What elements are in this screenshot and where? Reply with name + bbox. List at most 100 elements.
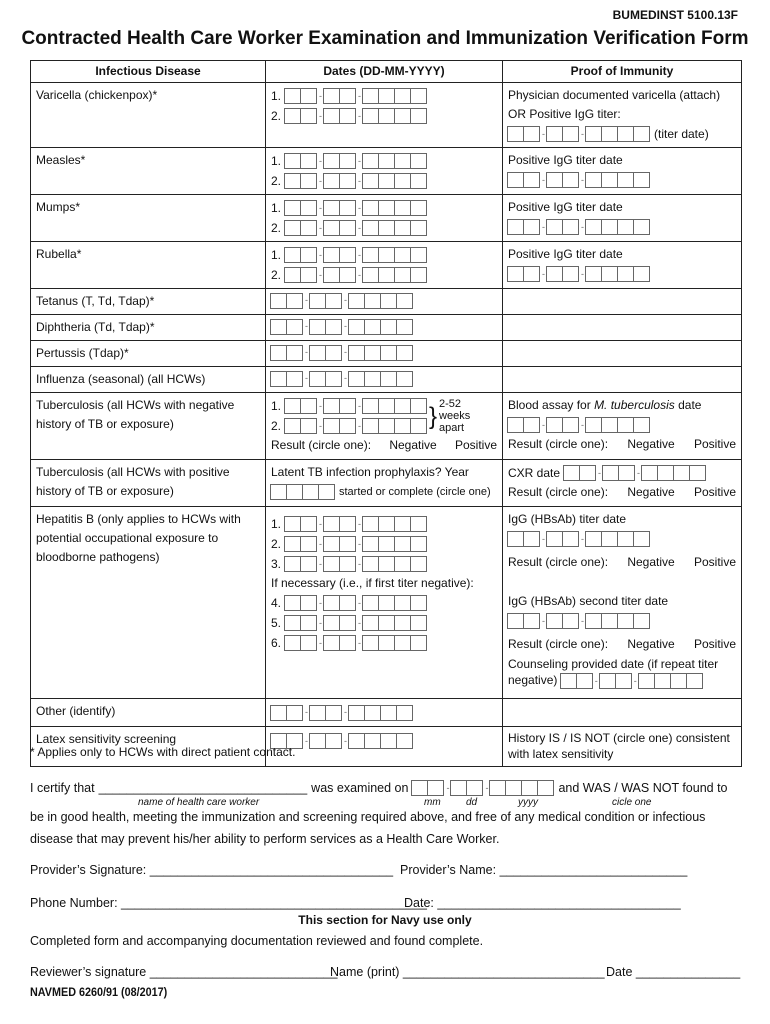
date-input[interactable]: --	[270, 732, 413, 751]
digit-box[interactable]	[523, 126, 540, 142]
digit-box[interactable]	[633, 613, 650, 629]
digit-box[interactable]	[323, 595, 341, 611]
digit-box[interactable]	[270, 704, 287, 721]
digit-box[interactable]	[507, 219, 524, 235]
digit-box[interactable]	[633, 531, 650, 547]
digit-box[interactable]	[378, 88, 396, 104]
digit-box[interactable]	[309, 292, 326, 309]
digit-box[interactable]	[339, 615, 357, 631]
year-input[interactable]	[270, 484, 335, 500]
digit-box[interactable]	[339, 200, 357, 216]
date-input[interactable]: --	[507, 125, 650, 144]
digit-box[interactable]	[410, 200, 428, 216]
digit-box[interactable]	[362, 595, 380, 611]
digit-box[interactable]	[380, 344, 397, 361]
digit-box[interactable]	[378, 398, 396, 414]
date-input[interactable]: --	[284, 87, 428, 106]
digit-box[interactable]	[617, 172, 634, 188]
digit-box[interactable]	[394, 615, 412, 631]
date-input[interactable]: --	[284, 594, 428, 613]
digit-box[interactable]	[394, 247, 412, 263]
digit-box[interactable]	[339, 247, 357, 263]
result-positive[interactable]: Positive	[693, 437, 736, 451]
digit-box[interactable]	[562, 172, 579, 188]
date-input[interactable]: --	[559, 672, 703, 689]
digit-box[interactable]	[380, 733, 397, 750]
digit-box[interactable]	[362, 220, 380, 236]
reviewer-signature-field[interactable]: Reviewer’s signature ___________________…	[30, 965, 338, 979]
digit-box[interactable]	[286, 704, 303, 721]
digit-box[interactable]	[507, 266, 524, 282]
digit-box[interactable]	[394, 267, 412, 283]
digit-box[interactable]	[364, 318, 381, 335]
digit-box[interactable]	[380, 292, 397, 309]
digit-box[interactable]	[378, 556, 396, 572]
digit-box[interactable]	[575, 672, 593, 689]
digit-box[interactable]	[394, 536, 412, 552]
digit-box[interactable]	[396, 292, 413, 309]
digit-box[interactable]	[362, 108, 380, 124]
digit-box[interactable]	[579, 465, 597, 481]
digit-box[interactable]	[284, 108, 302, 124]
digit-box[interactable]	[523, 172, 540, 188]
date-input[interactable]: --	[284, 219, 428, 238]
digit-box[interactable]	[300, 200, 318, 216]
digit-box[interactable]	[362, 536, 380, 552]
digit-box[interactable]	[585, 417, 602, 433]
digit-box[interactable]	[546, 613, 563, 629]
result-negative[interactable]: Negative	[627, 555, 675, 569]
digit-box[interactable]	[309, 318, 326, 335]
date-input[interactable]: --	[270, 317, 413, 336]
digit-box[interactable]	[362, 516, 380, 532]
digit-box[interactable]	[669, 672, 687, 689]
digit-box[interactable]	[323, 267, 341, 283]
digit-box[interactable]	[601, 417, 618, 433]
digit-box[interactable]	[300, 595, 318, 611]
digit-box[interactable]	[410, 516, 428, 532]
digit-box[interactable]	[348, 318, 365, 335]
digit-box[interactable]	[300, 173, 318, 189]
digit-box[interactable]	[598, 672, 616, 689]
digit-box[interactable]	[300, 418, 318, 434]
digit-box[interactable]	[378, 108, 396, 124]
digit-box[interactable]	[602, 465, 620, 481]
digit-box[interactable]	[380, 704, 397, 721]
digit-box[interactable]	[559, 672, 577, 689]
digit-box[interactable]	[410, 615, 428, 631]
digit-box[interactable]	[546, 266, 563, 282]
digit-box[interactable]	[300, 88, 318, 104]
digit-box[interactable]	[284, 635, 302, 651]
digit-box[interactable]	[585, 126, 602, 142]
digit-box[interactable]	[286, 292, 303, 309]
digit-box[interactable]	[427, 780, 445, 796]
digit-box[interactable]	[309, 733, 326, 750]
date-input[interactable]: --	[284, 614, 428, 633]
result-negative[interactable]: Negative	[627, 437, 675, 451]
digit-box[interactable]	[507, 417, 524, 433]
digit-box[interactable]	[362, 200, 380, 216]
digit-box[interactable]	[653, 672, 671, 689]
digit-box[interactable]	[637, 672, 655, 689]
digit-box[interactable]	[617, 219, 634, 235]
digit-box[interactable]	[394, 398, 412, 414]
digit-box[interactable]	[300, 635, 318, 651]
digit-box[interactable]	[339, 153, 357, 169]
phone-field[interactable]: Phone Number: __________________________…	[30, 896, 427, 910]
digit-box[interactable]	[300, 153, 318, 169]
date-input[interactable]: --	[284, 417, 428, 436]
digit-box[interactable]	[378, 173, 396, 189]
digit-box[interactable]	[601, 172, 618, 188]
digit-box[interactable]	[364, 370, 381, 387]
digit-box[interactable]	[394, 173, 412, 189]
digit-box[interactable]	[300, 108, 318, 124]
date-input[interactable]: --	[284, 172, 428, 191]
digit-box[interactable]	[286, 344, 303, 361]
digit-box[interactable]	[507, 172, 524, 188]
digit-box[interactable]	[348, 292, 365, 309]
digit-box[interactable]	[339, 516, 357, 532]
worker-name-field[interactable]: ______________________________	[98, 781, 308, 795]
digit-box[interactable]	[284, 153, 302, 169]
digit-box[interactable]	[617, 126, 634, 142]
digit-box[interactable]	[523, 266, 540, 282]
date-input[interactable]: --	[507, 612, 650, 631]
